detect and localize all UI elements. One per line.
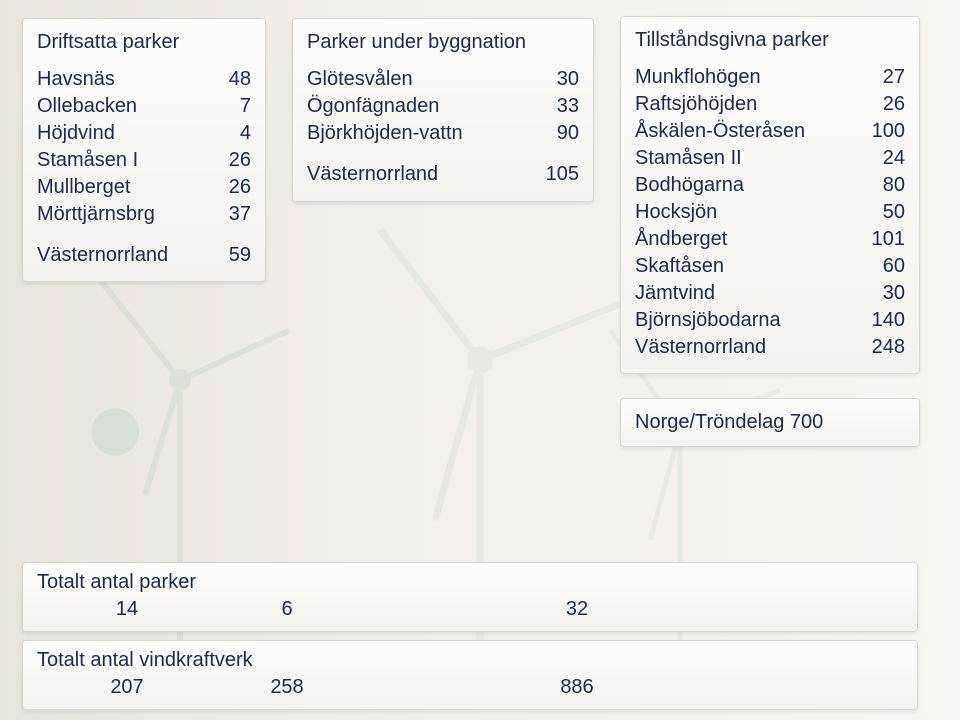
row-value: 4 [215, 120, 251, 147]
row-value: 7 [215, 93, 251, 120]
row-label: Stamåsen I [37, 147, 144, 174]
row-value: 26 [215, 147, 251, 174]
row-label: Åndberget [635, 226, 733, 253]
row-value: 140 [869, 307, 905, 334]
table-row: Stamåsen II 24 [635, 145, 905, 172]
wide-row-label: Totalt antal vindkraftverk [37, 647, 903, 674]
row-value: 37 [215, 201, 251, 228]
row-label: Havsnäs [37, 66, 121, 93]
row-value: 27 [869, 64, 905, 91]
row-label: Ollebacken [37, 93, 143, 120]
table-row: Ollebacken 7 [37, 93, 251, 120]
table-row: Mullberget 26 [37, 174, 251, 201]
row-label: Munkflohögen [635, 64, 767, 91]
row-value: 50 [869, 199, 905, 226]
table-row: Åskälen-Österåsen 100 [635, 118, 905, 145]
row-label: Jämtvind [635, 280, 721, 307]
table-row: Glötesvålen 30 [307, 66, 579, 93]
table-row: Björkhöjden-vattn 90 [307, 120, 579, 147]
table-row: Havsnäs 48 [37, 66, 251, 93]
row-value: 207 [97, 674, 157, 701]
row-value: 101 [869, 226, 905, 253]
wide-values-row: 14 6 32 [37, 596, 903, 623]
card-footer-row: Västernorrland 59 [37, 242, 251, 269]
row-value: 14 [97, 596, 157, 623]
card-title: Tillståndsgivna parker [635, 27, 905, 54]
table-row: Skaftåsen 60 [635, 253, 905, 280]
row-label: Glötesvålen [307, 66, 419, 93]
row-label: Västernorrland [37, 242, 174, 269]
row-label: Bodhögarna [635, 172, 750, 199]
row-label: Björnsjöbodarna [635, 307, 787, 334]
table-row: Höjdvind 4 [37, 120, 251, 147]
row-value: 30 [543, 66, 579, 93]
row-value: 80 [869, 172, 905, 199]
row-label: Björkhöjden-vattn [307, 120, 469, 147]
row-label: Västernorrland [307, 161, 444, 188]
row-label: Skaftåsen [635, 253, 730, 280]
row-value: 258 [157, 674, 417, 701]
row-value: 33 [543, 93, 579, 120]
row-value: 6 [157, 596, 417, 623]
table-row: Munkflohögen 27 [635, 64, 905, 91]
card-title: Parker under byggnation [307, 29, 579, 56]
row-value: 100 [869, 118, 905, 145]
table-row: Hocksjön 50 [635, 199, 905, 226]
row-label: Höjdvind [37, 120, 121, 147]
card-driftsatta-parker: Driftsatta parker Havsnäs48Ollebacken7Hö… [22, 18, 266, 282]
card-norge-trondelag: Norge/Tröndelag 700 [620, 398, 920, 447]
table-row: Björnsjöbodarna 140 [635, 307, 905, 334]
row-value: 90 [543, 120, 579, 147]
row-label: Hocksjön [635, 199, 723, 226]
table-row: Mörttjärnsbrg 37 [37, 201, 251, 228]
row-value: 59 [215, 242, 251, 269]
table-row: Västernorrland 248 [635, 334, 905, 361]
row-label: Västernorrland [635, 334, 772, 361]
table-row: Stamåsen I 26 [37, 147, 251, 174]
row-value: 30 [869, 280, 905, 307]
row-value: 886 [417, 674, 737, 701]
row-value: 60 [869, 253, 905, 280]
row-value: 105 [543, 161, 579, 188]
table-row: Åndberget 101 [635, 226, 905, 253]
row-value: 32 [417, 596, 737, 623]
content-area: Driftsatta parker Havsnäs48Ollebacken7Hö… [0, 0, 960, 720]
table-row: Jämtvind 30 [635, 280, 905, 307]
row-value: 26 [869, 91, 905, 118]
card-footer-row: Västernorrland 105 [307, 161, 579, 188]
row-label: Mullberget [37, 174, 136, 201]
wide-row-label: Totalt antal parker [37, 569, 903, 596]
card-text: Norge/Tröndelag 700 [635, 411, 823, 433]
row-label: Mörttjärnsbrg [37, 201, 161, 228]
row-value: 248 [869, 334, 905, 361]
card-title: Driftsatta parker [37, 29, 251, 56]
row-label: Raftsjöhöjden [635, 91, 763, 118]
row-value: 26 [215, 174, 251, 201]
row-label: Stamåsen II [635, 145, 748, 172]
wide-values-row: 207 258 886 [37, 674, 903, 701]
table-row: Ögonfägnaden 33 [307, 93, 579, 120]
card-totalt-antal-parker: Totalt antal parker 14 6 32 [22, 562, 918, 632]
card-tillstandsgivna-parker: Tillståndsgivna parker Munkflohögen27Raf… [620, 16, 920, 374]
row-value: 48 [215, 66, 251, 93]
row-label: Åskälen-Österåsen [635, 118, 811, 145]
card-parker-under-byggnation: Parker under byggnation Glötesvålen30Ögo… [292, 18, 594, 202]
card-totalt-antal-vindkraftverk: Totalt antal vindkraftverk 207 258 886 [22, 640, 918, 710]
row-label: Ögonfägnaden [307, 93, 445, 120]
row-value: 24 [869, 145, 905, 172]
table-row: Raftsjöhöjden 26 [635, 91, 905, 118]
table-row: Bodhögarna 80 [635, 172, 905, 199]
